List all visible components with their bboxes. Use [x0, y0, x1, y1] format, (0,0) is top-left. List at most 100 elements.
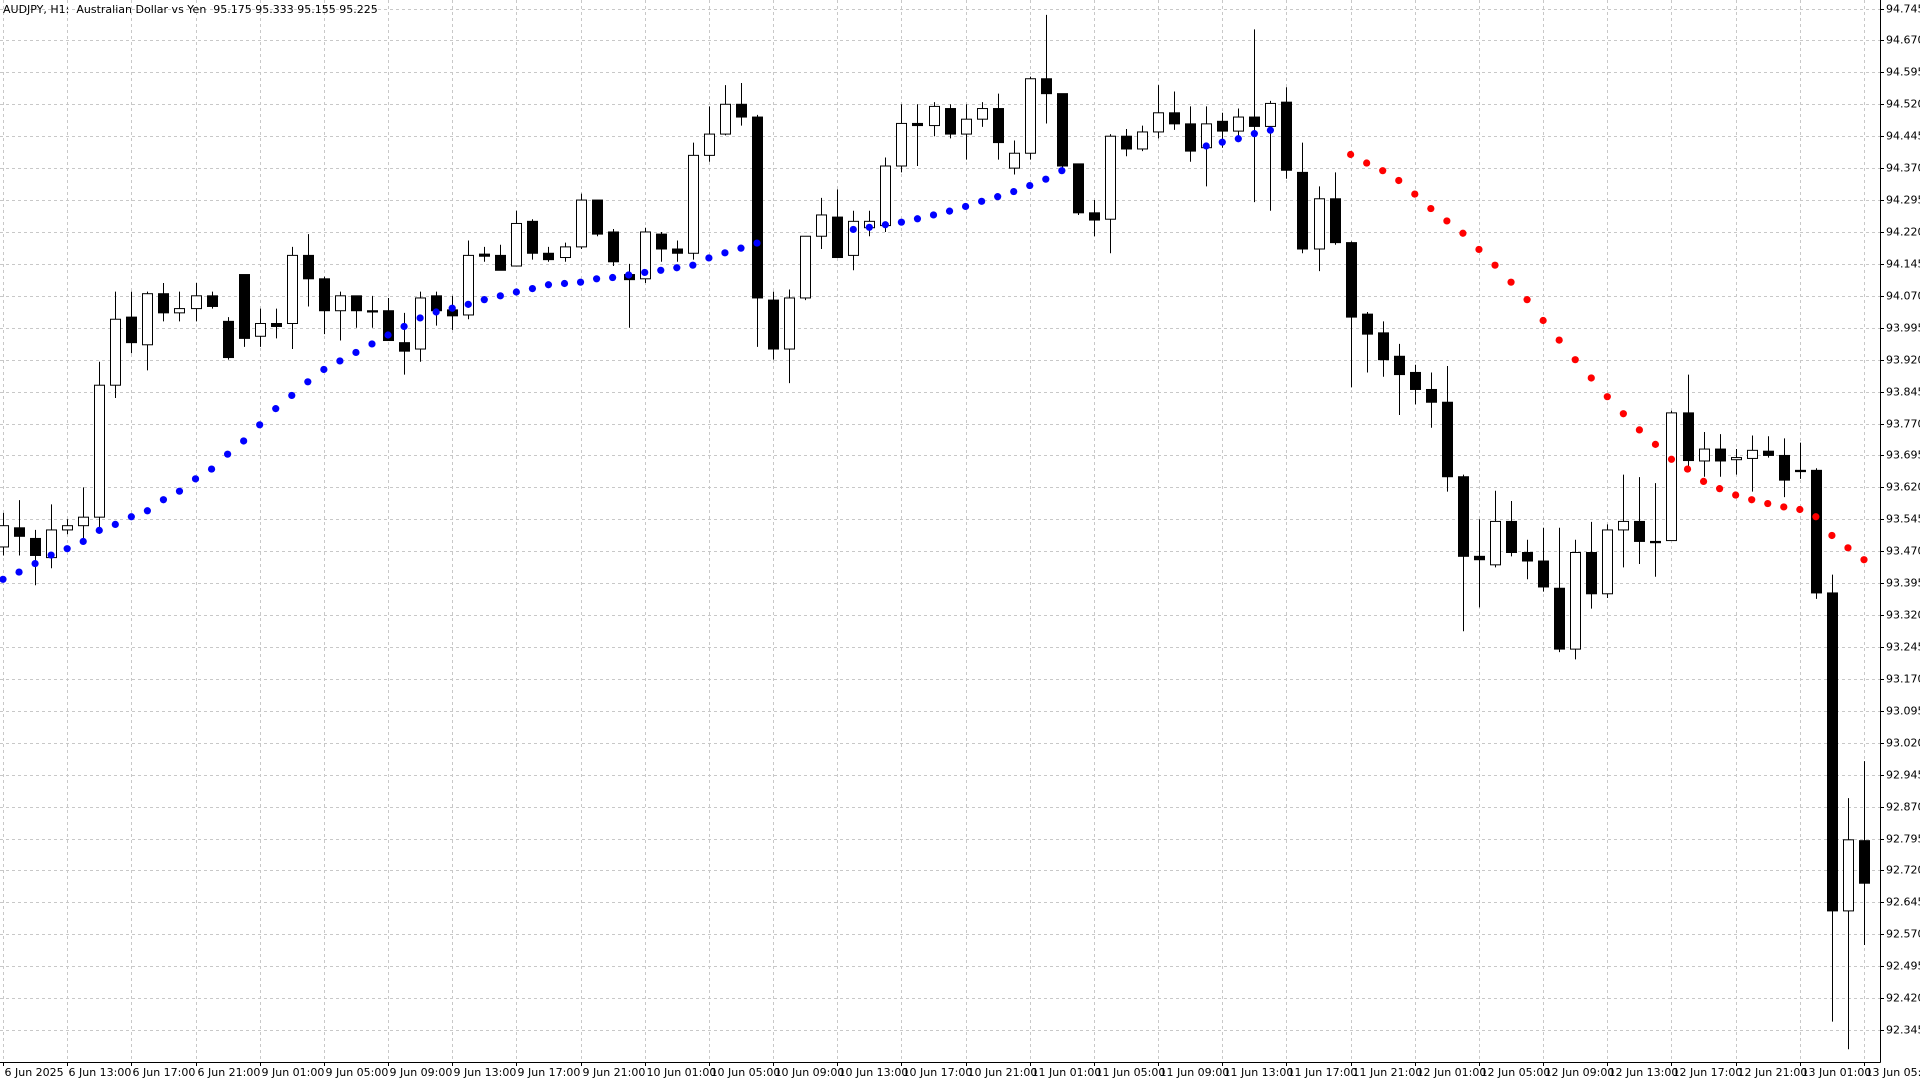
indicator-dot: [1603, 393, 1611, 401]
candle-body: [1570, 551, 1581, 650]
x-tick-label: 10 Jun 21:00: [968, 1066, 1038, 1079]
candle-body: [1747, 449, 1758, 459]
indicator-dot: [0, 575, 7, 583]
indicator-dot: [272, 405, 280, 413]
y-tick-label: 92.945: [1886, 769, 1920, 782]
candle-body: [720, 103, 731, 135]
indicator-dot: [432, 308, 440, 316]
y-tick-label: 92.795: [1886, 833, 1920, 846]
indicator-dot: [1523, 296, 1531, 304]
candle-body: [1827, 592, 1838, 912]
indicator-dot: [1443, 217, 1451, 225]
candle-body: [367, 310, 378, 313]
x-tick-label: 13 Jun 05:00: [1866, 1066, 1920, 1079]
indicator-dot: [689, 261, 697, 269]
candle-body: [126, 316, 137, 344]
candle-body: [1169, 112, 1180, 125]
indicator-dot: [400, 322, 408, 331]
candle-body: [993, 108, 1004, 144]
indicator-dot: [368, 340, 376, 348]
x-tick-label: 12 Jun 01:00: [1417, 1066, 1487, 1079]
indicator-dot: [15, 568, 23, 576]
x-tick-label: 9 Jun 13:00: [454, 1066, 517, 1079]
indicator-dot: [448, 304, 456, 312]
y-tick-label: 93.845: [1886, 386, 1920, 399]
y-tick-label: 92.720: [1886, 864, 1920, 877]
y-tick-label: 94.070: [1886, 290, 1920, 303]
x-tick-label: 10 Jun 05:00: [711, 1066, 781, 1079]
candle-body: [1025, 78, 1036, 154]
candle-body: [351, 295, 362, 312]
indicator-dot: [657, 266, 665, 274]
candle-body: [142, 293, 153, 346]
indicator-dot: [849, 225, 857, 234]
indicator-dot: [1459, 229, 1467, 237]
y-tick-label: 93.020: [1886, 737, 1920, 750]
candle-body: [1362, 313, 1373, 335]
indicator-dot: [994, 193, 1002, 201]
mark-layer: [0, 14, 1870, 1050]
candle-body: [800, 235, 811, 299]
candle-body: [1410, 371, 1421, 390]
y-tick-label: 92.495: [1886, 960, 1920, 973]
indicator-dot: [641, 268, 649, 277]
y-tick-label: 93.545: [1886, 513, 1920, 526]
x-tick-label: 11 Jun 21:00: [1353, 1066, 1423, 1079]
candle-body: [1538, 560, 1549, 588]
candle-body: [848, 220, 859, 256]
indicator-dot: [1828, 531, 1836, 540]
candle-body: [191, 295, 202, 310]
y-tick-label: 94.295: [1886, 194, 1920, 207]
indicator-dot: [1635, 426, 1643, 434]
candle-body: [495, 254, 506, 271]
candle-body: [463, 254, 474, 316]
y-tick-label: 92.570: [1886, 928, 1920, 941]
candle-body: [239, 274, 250, 339]
candle-body: [1474, 555, 1485, 561]
candle-body: [174, 308, 185, 314]
indicator-dot: [1860, 556, 1868, 564]
candle-body: [1779, 454, 1790, 481]
indicator-dot: [865, 223, 873, 231]
candle-body: [94, 384, 105, 518]
x-tick-label: 12 Jun 05:00: [1481, 1066, 1551, 1079]
candle-body: [30, 537, 41, 556]
candle-body: [1089, 212, 1100, 221]
candle-body: [576, 199, 587, 248]
y-tick-label: 94.520: [1886, 98, 1920, 111]
indicator-dot: [111, 520, 119, 529]
indicator-dot: [496, 292, 504, 300]
y-tick-label: 93.695: [1886, 449, 1920, 462]
indicator-dot: [1619, 410, 1627, 418]
indicator-dot: [560, 279, 569, 288]
indicator-dot: [47, 551, 55, 559]
candle-body: [945, 108, 956, 135]
candle-body: [62, 525, 73, 531]
indicator-dot: [753, 239, 761, 247]
indicator-dot: [1363, 159, 1371, 167]
candle-body: [560, 246, 571, 259]
indicator-dot: [1379, 167, 1387, 175]
indicator-dot: [384, 331, 392, 339]
candle-body: [1426, 388, 1437, 403]
candle-body: [1314, 198, 1325, 250]
candle-body: [1378, 332, 1389, 361]
candle-body: [768, 299, 779, 350]
candle-body: [1506, 520, 1517, 553]
candle-body: [977, 108, 988, 120]
indicator-dot: [1347, 150, 1355, 159]
candle-body: [543, 252, 554, 261]
grid-layer: [0, 0, 1880, 1062]
indicator-dot: [945, 207, 954, 215]
indicator-dot: [1010, 187, 1018, 196]
indicator-dot: [207, 465, 216, 473]
candle-body: [832, 216, 843, 259]
indicator-dot: [31, 559, 39, 568]
y-tick-label: 92.870: [1886, 801, 1920, 814]
candle-body: [1602, 529, 1613, 595]
candle-body: [479, 253, 490, 257]
candle-body: [1731, 457, 1742, 461]
x-tick-label: 11 Jun 13:00: [1224, 1066, 1294, 1079]
candle-body: [1490, 520, 1501, 566]
